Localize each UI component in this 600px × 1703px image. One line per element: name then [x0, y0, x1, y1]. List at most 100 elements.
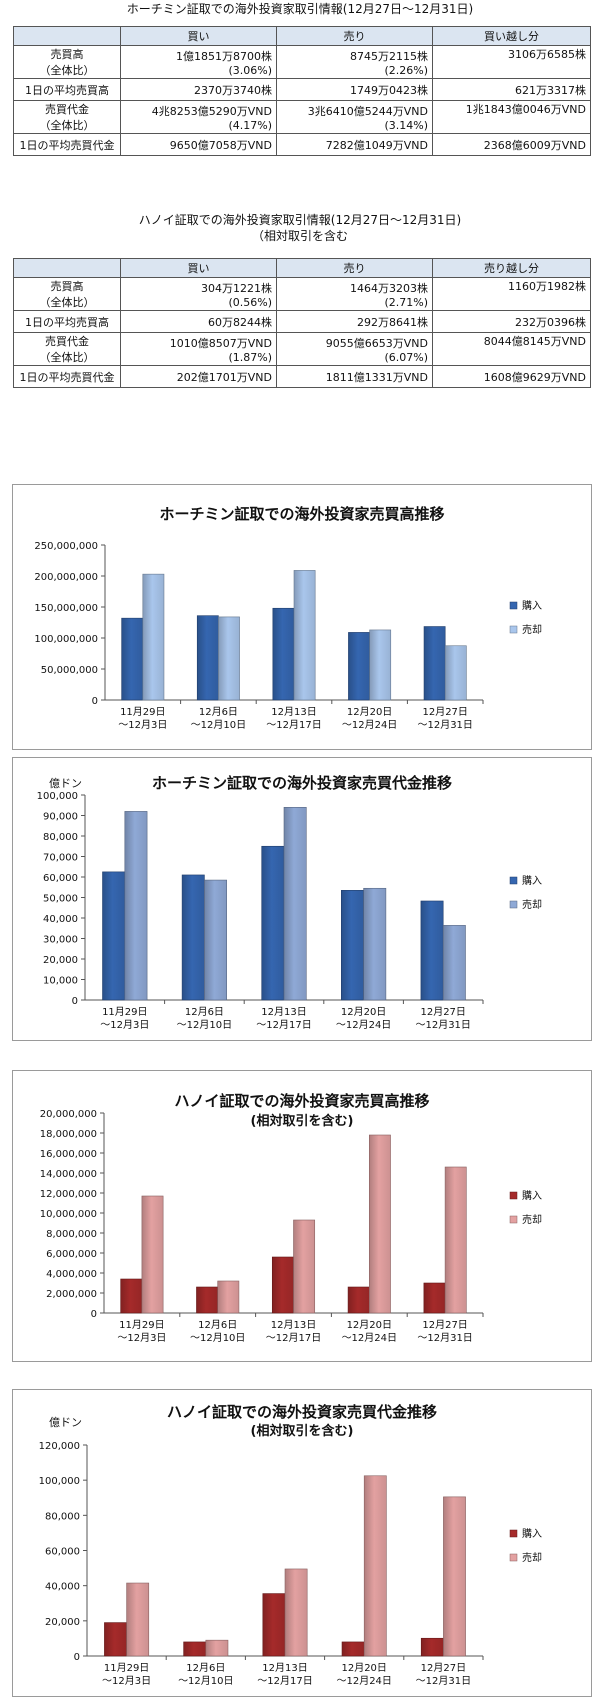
legend-label: 購入	[522, 1527, 542, 1540]
chart-panel-hcm-value: ホーチミン証取での海外投資家売買代金推移 億ドン 0 10,000 20,000 30,0…	[12, 757, 592, 1041]
x-tick-label: 12月20日	[347, 1319, 392, 1331]
x-tick-label: 〜12月24日	[342, 719, 397, 731]
net-value: 1608億9629万VND	[483, 370, 586, 384]
x-tick-label: 12月27日	[422, 1319, 467, 1331]
hcm-table-title: ホーチミン証取での海外投資家取引情報(12月27日〜12月31日)	[126, 2, 474, 16]
bar-sell	[142, 573, 165, 701]
y-tick-label: 10,000,000	[40, 1209, 97, 1220]
table-row: 1日の平均売買代金 202億1701万VND 1811億1331万VND 160…	[13, 365, 591, 388]
y-tick-label: 200,000,000	[34, 572, 98, 583]
sell-value: 8745万2115株	[350, 49, 428, 63]
table-row: 1日の平均売買高 2370万3740株 1749万0423株 621万3317株	[13, 78, 591, 101]
y-tick-label: 100,000,000	[34, 634, 98, 645]
sell-value: 3兆6410億5244万VND	[307, 104, 428, 118]
hanoi-value-chart: ハノイ証取での海外投資家売買代金推移 (相対取引を含む) 億ドン 0 20,000 40,…	[39, 1403, 542, 1687]
buy-value: 2370万3740株	[194, 83, 272, 97]
col-header-buy: 買い	[120, 26, 277, 46]
bar-sell	[363, 887, 387, 1001]
hcm-value-chart: ホーチミン証取での海外投資家売買代金推移 億ドン 0 10,000 20,000 30,0…	[37, 774, 542, 1031]
x-tick-label: 11月29日	[104, 1662, 149, 1674]
legend-swatch	[509, 601, 518, 610]
x-tick-label: 12月6日	[199, 706, 238, 718]
y-tick-label: 30,000	[43, 935, 78, 946]
y-tick-label: 20,000	[43, 955, 78, 966]
table-row: 売買高 （全体比） 304万1221株 (0.56%) 1464万3203株 (2.7…	[13, 277, 591, 311]
bar-buy	[262, 1593, 286, 1657]
bar-buy	[348, 632, 370, 701]
sell-value: 292万8641株	[357, 315, 428, 329]
hanoi-table-subtitle: （相対取引を含む	[251, 229, 348, 243]
y-axis-label: 億ドン	[49, 777, 82, 790]
bar-sell	[368, 1134, 391, 1314]
x-tick-label: 12月27日	[421, 1662, 466, 1674]
row-label: 売買代金	[45, 335, 89, 348]
y-tick-label: 0	[91, 1309, 97, 1320]
row-label: 売買代金	[45, 103, 89, 116]
x-tick-label: 〜12月3日	[100, 1019, 149, 1031]
y-tick-label: 8,000,000	[46, 1229, 97, 1240]
hcm-trade-table: 買い 売り 買い越し分 売買高 （全体比） 1億1851万8700株 (3.06%)…	[13, 26, 591, 156]
x-tick-label: 12月6日	[198, 1319, 237, 1331]
bar-buy	[341, 890, 364, 1001]
hanoi-trade-table: 買い 売り 売り越し分 売買高 （全体比） 304万1221株 (0.56%) 14…	[13, 258, 591, 388]
row-label: 売買高	[50, 280, 84, 293]
sell-value: 1749万0423株	[350, 83, 428, 97]
y-tick-label: 90,000	[43, 812, 78, 823]
buy-ratio: (3.06%)	[228, 63, 272, 77]
y-tick-label: 20,000	[45, 1617, 80, 1628]
row-label: 売買高	[50, 48, 84, 61]
bar-buy	[271, 1256, 294, 1314]
col-header-net: 買い越し分	[432, 26, 591, 46]
x-tick-label: 〜12月31日	[416, 1675, 471, 1687]
y-tick-label: 0	[92, 696, 98, 707]
y-tick-label: 60,000	[45, 1547, 80, 1558]
x-tick-label: 〜12月10日	[190, 1332, 245, 1344]
y-tick-label: 40,000	[45, 1582, 80, 1593]
bar-buy	[261, 845, 285, 1001]
legend-label: 購入	[522, 1189, 542, 1202]
chart-title: ホーチミン証取での海外投資家売買高推移	[159, 505, 444, 523]
y-tick-label: 60,000	[43, 873, 78, 884]
col-header-buy: 買い	[120, 258, 277, 278]
legend-label: 売却	[522, 1213, 542, 1226]
buy-value: 4兆8253億5290万VND	[151, 104, 272, 118]
sell-ratio: (6.07%)	[384, 350, 428, 364]
row-sublabel: （全体比）	[39, 119, 95, 132]
y-tick-label: 0	[72, 996, 78, 1007]
bar-sell	[444, 645, 467, 701]
table-row: 売買代金 （全体比） 4兆8253億5290万VND (4.17%) 3兆6410億…	[13, 100, 591, 134]
bar-sell	[284, 1568, 308, 1657]
row-label: 1日の平均売買高	[25, 83, 109, 97]
y-tick-label: 2,000,000	[46, 1289, 97, 1300]
legend-swatch	[509, 625, 518, 634]
x-tick-label: 〜12月31日	[417, 719, 472, 731]
hanoi-volume-chart: ハノイ証取での海外投資家売買高推移 (相対取引を含む) 0 2,000,000 4,00…	[40, 1092, 542, 1344]
bar-sell	[126, 1582, 150, 1657]
bar-sell	[293, 570, 316, 701]
net-value: 3106万6585株	[508, 48, 586, 61]
x-tick-label: 〜12月31日	[415, 1019, 470, 1031]
buy-ratio: (1.87%)	[228, 350, 272, 364]
x-tick-label: 〜12月10日	[177, 1019, 232, 1031]
table-row: 売買代金 （全体比） 1010億8507万VND (1.87%) 9055億6653…	[13, 332, 591, 366]
x-tick-label: 〜12月3日	[102, 1675, 151, 1687]
net-value: 1160万1982株	[508, 280, 586, 293]
bar-buy	[423, 626, 446, 701]
x-tick-label: 〜12月17日	[257, 1675, 312, 1687]
sell-value: 9055億6653万VND	[325, 336, 428, 350]
y-tick-label: 4,000,000	[46, 1269, 97, 1280]
net-value: 2368億6009万VND	[483, 138, 586, 152]
legend-label: 売却	[522, 623, 542, 636]
net-value: 232万0396株	[515, 315, 586, 329]
legend-label: 購入	[522, 599, 542, 612]
bar-buy	[183, 1641, 207, 1657]
bar-buy	[420, 900, 444, 1001]
y-tick-label: 80,000	[43, 832, 78, 843]
bar-sell	[205, 1639, 229, 1657]
y-tick-label: 50,000	[43, 894, 78, 905]
legend-label: 購入	[522, 874, 542, 887]
x-tick-label: 11月29日	[120, 706, 165, 718]
x-tick-label: 〜12月24日	[342, 1332, 397, 1344]
row-label: 1日の平均売買代金	[19, 138, 115, 152]
bar-buy	[181, 874, 205, 1001]
